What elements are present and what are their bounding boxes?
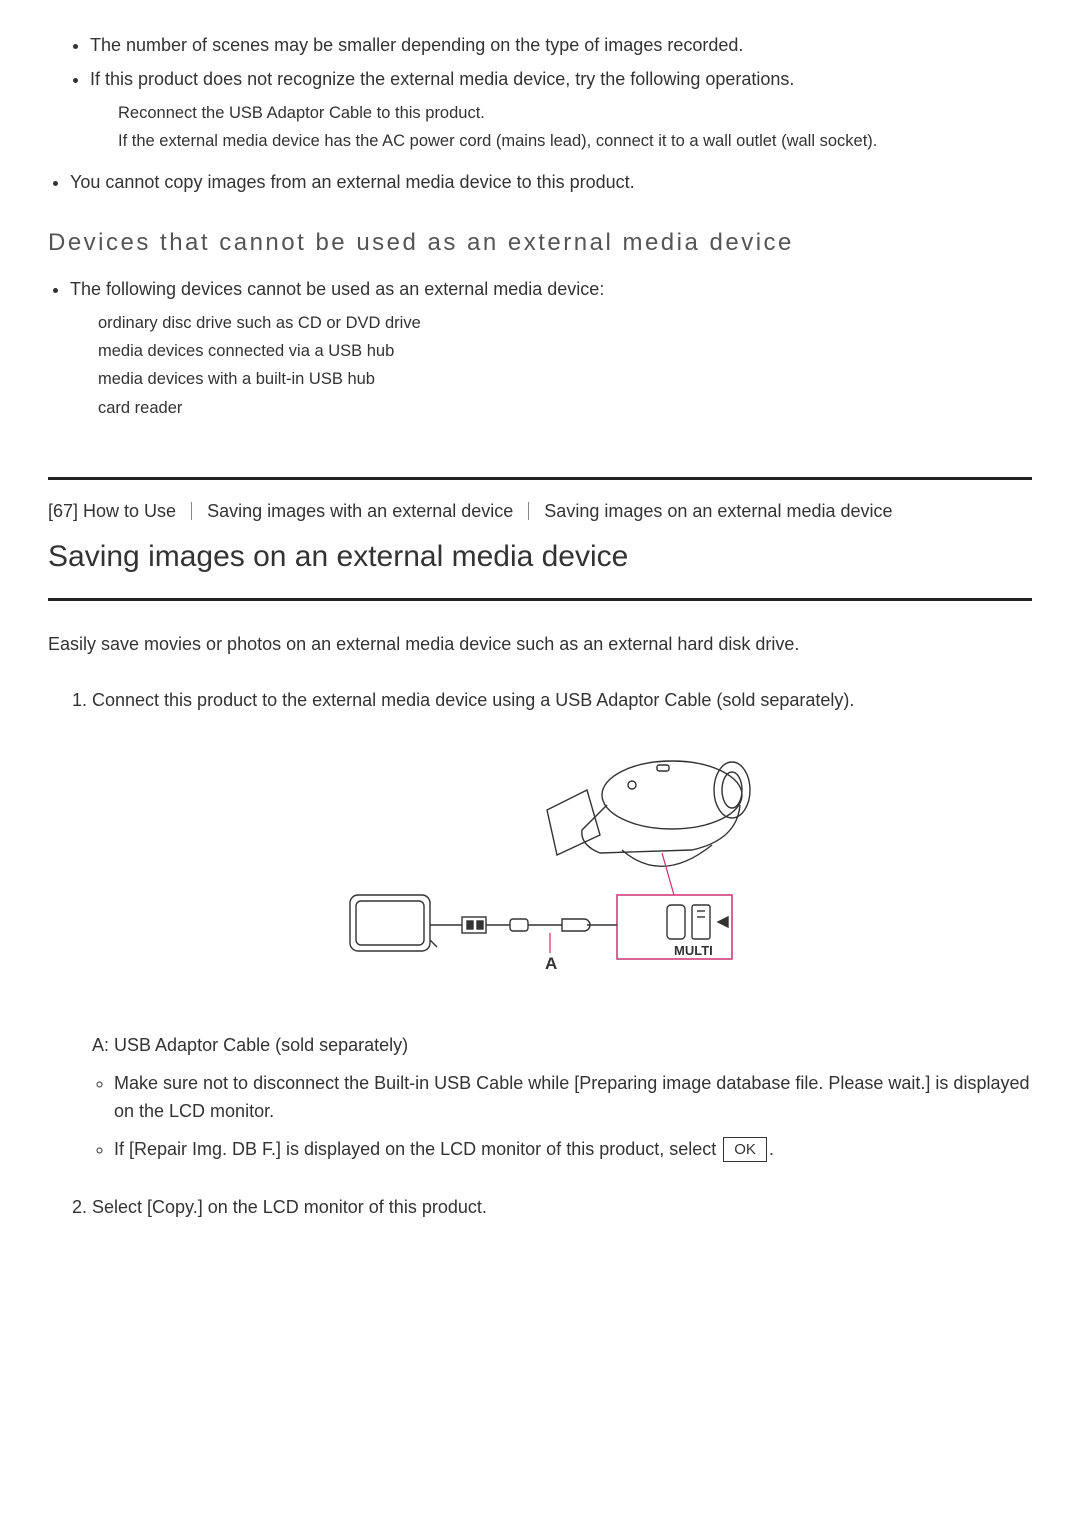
devices-heading: Devices that cannot be used as an extern… bbox=[48, 224, 1032, 261]
breadcrumb-ref: [67] How to Use bbox=[48, 501, 176, 521]
devices-sublist: ordinary disc drive such as CD or DVD dr… bbox=[70, 310, 1032, 422]
notes-list: The number of scenes may be smaller depe… bbox=[48, 32, 1032, 155]
figure-caption: A: USB Adaptor Cable (sold separately) bbox=[92, 1032, 1032, 1060]
title-divider bbox=[48, 598, 1032, 601]
note-sublist: Reconnect the USB Adaptor Cable to this … bbox=[90, 100, 1032, 155]
devices-lead-text: The following devices cannot be used as … bbox=[70, 279, 604, 299]
port-label: MULTI bbox=[674, 943, 713, 958]
step-1-text: Connect this product to the external med… bbox=[92, 690, 854, 710]
step-2: Select [Copy.] on the LCD monitor of thi… bbox=[92, 1194, 1032, 1222]
note-subitem: If the external media device has the AC … bbox=[118, 128, 1032, 154]
steps-list: Connect this product to the external med… bbox=[48, 687, 1032, 1221]
step-1: Connect this product to the external med… bbox=[92, 687, 1032, 1163]
step-1-point: Make sure not to disconnect the Built-in… bbox=[114, 1070, 1032, 1126]
devices-lead: The following devices cannot be used as … bbox=[70, 276, 1032, 421]
diagram-svg: MULTI bbox=[332, 735, 792, 1005]
device-item: card reader bbox=[98, 395, 1032, 421]
step-1-point-text: If [Repair Img. DB F.] is displayed on t… bbox=[114, 1139, 721, 1159]
step-1-point-suffix: . bbox=[769, 1139, 774, 1159]
note-item: You cannot copy images from an external … bbox=[70, 169, 1032, 197]
ok-button[interactable]: OK bbox=[723, 1137, 767, 1162]
breadcrumb-separator bbox=[191, 502, 192, 520]
device-item: ordinary disc drive such as CD or DVD dr… bbox=[98, 310, 1032, 336]
note-item: If this product does not recognize the e… bbox=[90, 66, 1032, 155]
breadcrumb-level2: Saving images on an external media devic… bbox=[544, 501, 892, 521]
breadcrumb-level1: Saving images with an external device bbox=[207, 501, 513, 521]
note-subitem: Reconnect the USB Adaptor Cable to this … bbox=[118, 100, 1032, 126]
breadcrumb-separator bbox=[528, 502, 529, 520]
note-item: The number of scenes may be smaller depe… bbox=[90, 32, 1032, 60]
notes-list-trailing: You cannot copy images from an external … bbox=[48, 169, 1032, 197]
section-divider bbox=[48, 477, 1032, 480]
devices-list: The following devices cannot be used as … bbox=[48, 276, 1032, 421]
intro-paragraph: Easily save movies or photos on an exter… bbox=[48, 631, 1032, 659]
label-a: A bbox=[545, 954, 557, 973]
step-1-point: If [Repair Img. DB F.] is displayed on t… bbox=[114, 1136, 1032, 1164]
connection-diagram: MULTI bbox=[92, 735, 1032, 1014]
device-item: media devices connected via a USB hub bbox=[98, 338, 1032, 364]
step-2-text: Select [Copy.] on the LCD monitor of thi… bbox=[92, 1197, 487, 1217]
page-title: Saving images on an external media devic… bbox=[48, 534, 1032, 581]
device-item: media devices with a built-in USB hub bbox=[98, 366, 1032, 392]
callout-leader bbox=[662, 853, 674, 895]
breadcrumb: [67] How to Use Saving images with an ex… bbox=[48, 498, 1032, 526]
note-text: If this product does not recognize the e… bbox=[90, 69, 794, 89]
note-text: The number of scenes may be smaller depe… bbox=[90, 35, 743, 55]
step-1-points: Make sure not to disconnect the Built-in… bbox=[92, 1070, 1032, 1164]
